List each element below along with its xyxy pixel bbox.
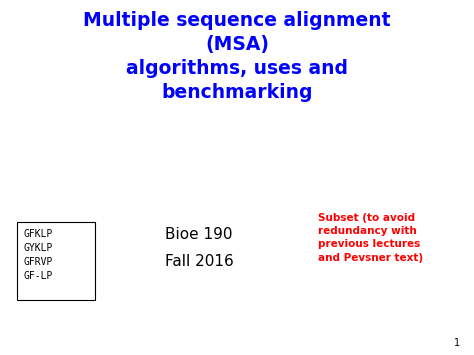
Text: 1: 1 — [454, 338, 460, 348]
Text: Multiple sequence alignment
(MSA)
algorithms, uses and
benchmarking: Multiple sequence alignment (MSA) algori… — [83, 11, 391, 102]
Text: GFKLP
GYKLP
GFRVP
GF-LP: GFKLP GYKLP GFRVP GF-LP — [24, 229, 53, 281]
FancyBboxPatch shape — [17, 222, 95, 300]
Text: Subset (to avoid
redundancy with
previous lectures
and Pevsner text): Subset (to avoid redundancy with previou… — [318, 213, 423, 263]
Text: Bioe 190
Fall 2016: Bioe 190 Fall 2016 — [164, 227, 234, 269]
